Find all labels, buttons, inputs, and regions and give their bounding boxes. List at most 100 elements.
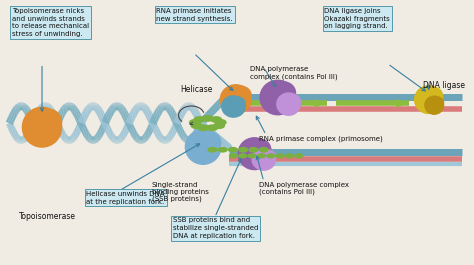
Text: DNA polymerase
complex (contains Pol III): DNA polymerase complex (contains Pol III… — [250, 66, 337, 80]
Circle shape — [206, 124, 219, 131]
Ellipse shape — [260, 80, 296, 115]
Ellipse shape — [260, 157, 273, 169]
Circle shape — [213, 122, 225, 129]
Ellipse shape — [189, 141, 209, 160]
Ellipse shape — [277, 93, 300, 115]
Ellipse shape — [249, 150, 267, 167]
Ellipse shape — [285, 101, 298, 114]
Ellipse shape — [273, 93, 292, 112]
Circle shape — [191, 122, 202, 129]
Ellipse shape — [222, 96, 245, 117]
Ellipse shape — [230, 97, 245, 111]
Circle shape — [259, 147, 269, 153]
Ellipse shape — [424, 96, 440, 111]
Ellipse shape — [222, 88, 240, 105]
Ellipse shape — [223, 94, 240, 110]
Ellipse shape — [273, 82, 296, 104]
Text: RNA primase initiates
new strand synthesis.: RNA primase initiates new strand synthes… — [156, 8, 233, 22]
Ellipse shape — [415, 86, 443, 113]
Circle shape — [207, 147, 218, 153]
Ellipse shape — [36, 109, 62, 135]
Ellipse shape — [36, 122, 58, 144]
Ellipse shape — [267, 96, 285, 113]
Ellipse shape — [426, 98, 437, 109]
Circle shape — [275, 153, 285, 158]
Ellipse shape — [249, 139, 271, 160]
Text: Topoisomerase: Topoisomerase — [18, 212, 76, 221]
Ellipse shape — [428, 104, 438, 113]
Ellipse shape — [229, 97, 240, 108]
Text: DNA ligase joins
Okazaki fragments
on lagging strand.: DNA ligase joins Okazaki fragments on la… — [325, 8, 390, 29]
Ellipse shape — [431, 103, 442, 113]
Circle shape — [197, 124, 210, 131]
Circle shape — [294, 153, 303, 158]
Ellipse shape — [259, 150, 271, 161]
Ellipse shape — [430, 97, 440, 106]
Ellipse shape — [260, 150, 275, 164]
Ellipse shape — [282, 103, 293, 114]
Ellipse shape — [285, 94, 300, 109]
Ellipse shape — [227, 98, 242, 112]
Ellipse shape — [241, 148, 259, 166]
Ellipse shape — [240, 141, 259, 160]
Text: SSB proteins bind and
stabilize single-stranded
DNA at replication fork.: SSB proteins bind and stabilize single-s… — [173, 217, 258, 239]
Ellipse shape — [423, 87, 437, 101]
Ellipse shape — [284, 94, 296, 105]
Ellipse shape — [279, 100, 292, 112]
Circle shape — [228, 147, 238, 153]
Ellipse shape — [223, 98, 237, 111]
Ellipse shape — [238, 138, 271, 170]
Text: Helicase unwinds DNA
at the replication fork.: Helicase unwinds DNA at the replication … — [86, 191, 165, 205]
Text: RNA primase complex (primosome): RNA primase complex (primosome) — [259, 135, 383, 142]
Text: Single-strand
binding proteins
(SSB proteins): Single-strand binding proteins (SSB prot… — [152, 182, 209, 202]
Ellipse shape — [253, 151, 267, 164]
Text: Helicase: Helicase — [180, 85, 212, 94]
Ellipse shape — [424, 87, 443, 105]
Circle shape — [215, 119, 227, 126]
Ellipse shape — [185, 130, 221, 164]
Circle shape — [285, 153, 294, 158]
Ellipse shape — [248, 139, 264, 155]
Ellipse shape — [198, 143, 217, 162]
Ellipse shape — [271, 82, 289, 99]
Ellipse shape — [255, 156, 267, 167]
Ellipse shape — [425, 96, 444, 114]
Ellipse shape — [231, 86, 251, 105]
Circle shape — [238, 153, 247, 158]
Circle shape — [218, 147, 228, 153]
Ellipse shape — [196, 131, 214, 149]
Ellipse shape — [252, 149, 275, 170]
Ellipse shape — [220, 85, 251, 114]
Ellipse shape — [22, 107, 62, 147]
Circle shape — [257, 153, 266, 158]
Ellipse shape — [264, 91, 283, 111]
Ellipse shape — [229, 86, 245, 101]
Circle shape — [193, 116, 205, 123]
Circle shape — [229, 153, 238, 158]
Text: DNA polymerase complex
(contains Pol III): DNA polymerase complex (contains Pol III… — [259, 182, 349, 195]
Ellipse shape — [224, 103, 237, 114]
Circle shape — [189, 119, 201, 126]
Circle shape — [238, 147, 248, 153]
Ellipse shape — [198, 131, 221, 154]
Circle shape — [266, 153, 275, 158]
Circle shape — [210, 116, 222, 123]
Ellipse shape — [187, 133, 209, 154]
Ellipse shape — [192, 145, 210, 162]
Ellipse shape — [416, 89, 433, 105]
Ellipse shape — [227, 105, 238, 116]
Ellipse shape — [34, 109, 54, 129]
Circle shape — [248, 147, 259, 153]
Ellipse shape — [245, 152, 261, 168]
Ellipse shape — [27, 120, 48, 142]
Ellipse shape — [231, 96, 248, 112]
Ellipse shape — [420, 98, 434, 112]
Ellipse shape — [431, 97, 444, 109]
Circle shape — [202, 115, 214, 122]
Ellipse shape — [24, 111, 48, 135]
Ellipse shape — [30, 125, 50, 145]
Ellipse shape — [257, 158, 268, 169]
Circle shape — [247, 153, 257, 158]
Text: Topoisomerase nicks
and unwinds strands
to release mechanical
stress of unwindin: Topoisomerase nicks and unwinds strands … — [12, 8, 89, 37]
Ellipse shape — [427, 102, 437, 112]
